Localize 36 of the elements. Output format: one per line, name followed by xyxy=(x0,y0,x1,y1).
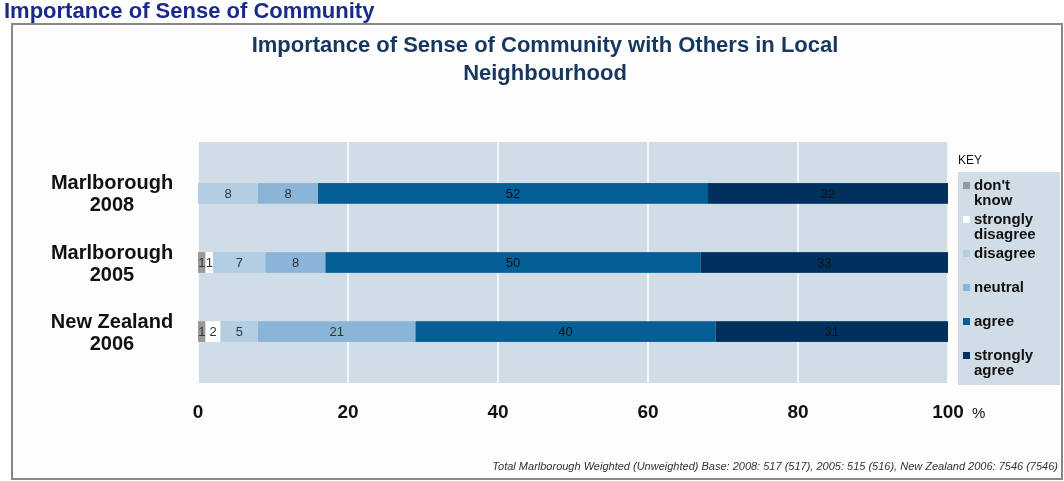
data-label: 40 xyxy=(558,324,573,340)
x-tick-label: 0 xyxy=(192,401,204,422)
data-label: 1 xyxy=(205,255,213,271)
data-label: 21 xyxy=(329,324,344,340)
x-tick-label: 100 xyxy=(932,401,964,422)
chart-title: Importance of Sense of Community with Others in Local Neighbourhood xyxy=(251,32,839,85)
data-label: 33 xyxy=(817,255,832,271)
data-label: 1 xyxy=(198,255,206,271)
data-label: 7 xyxy=(235,255,243,271)
data-label: 1 xyxy=(198,324,206,340)
data-label: 8 xyxy=(284,185,292,201)
legend-label: strongly disagree xyxy=(974,210,1036,242)
data-label: 31 xyxy=(824,324,839,340)
legend-label: agree xyxy=(974,312,1015,329)
text: Importance of Sense of Community xyxy=(4,0,376,23)
y-tick-label: Marlborough 2005 xyxy=(50,240,174,285)
x-tick-label: 60 xyxy=(637,401,659,422)
x-tick-label: 40 xyxy=(487,401,509,422)
y-tick-label: Marlborough 2008 xyxy=(50,171,174,216)
text: Total Marlborough Weighted (Unweighted) Base: 2008: 517 (517), 2005: 515 (516), New Zealand 2006: 7546 (7546) xyxy=(492,460,1059,472)
x-tick-label: 80 xyxy=(787,401,809,422)
legend-label: strongly agree xyxy=(974,346,1034,378)
legend-label: don't know xyxy=(974,176,1013,208)
data-label: 2 xyxy=(209,324,217,340)
legend-label: neutral xyxy=(974,278,1025,295)
legend-title: KEY xyxy=(958,153,983,167)
y-tick-label: New Zealand 2006 xyxy=(50,309,174,354)
data-label: 32 xyxy=(820,185,836,201)
data-label: 8 xyxy=(224,185,232,201)
x-axis-title: % xyxy=(972,404,986,421)
data-label: 52 xyxy=(505,185,521,201)
data-label: 5 xyxy=(235,324,243,340)
legend-label: disagree xyxy=(974,244,1036,261)
data-label: 8 xyxy=(291,255,300,271)
data-label: 50 xyxy=(505,255,521,271)
x-tick-label: 20 xyxy=(337,401,359,422)
